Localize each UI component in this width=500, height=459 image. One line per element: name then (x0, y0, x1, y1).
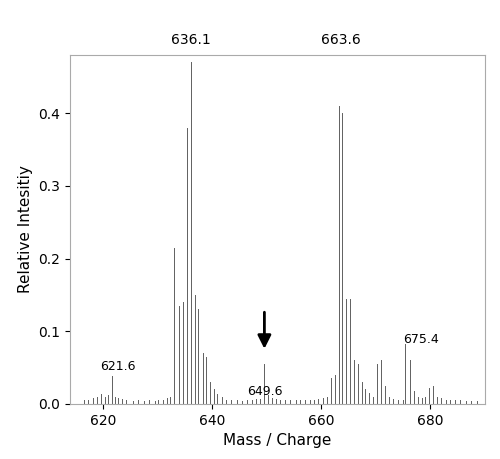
Text: 675.4: 675.4 (403, 333, 439, 346)
Text: 663.6: 663.6 (321, 33, 360, 47)
Text: 621.6: 621.6 (100, 360, 136, 374)
Text: 649.6: 649.6 (246, 385, 282, 398)
X-axis label: Mass / Charge: Mass / Charge (224, 433, 332, 448)
Y-axis label: Relative Intesitiy: Relative Intesitiy (18, 166, 32, 293)
Text: 636.1: 636.1 (171, 33, 210, 47)
